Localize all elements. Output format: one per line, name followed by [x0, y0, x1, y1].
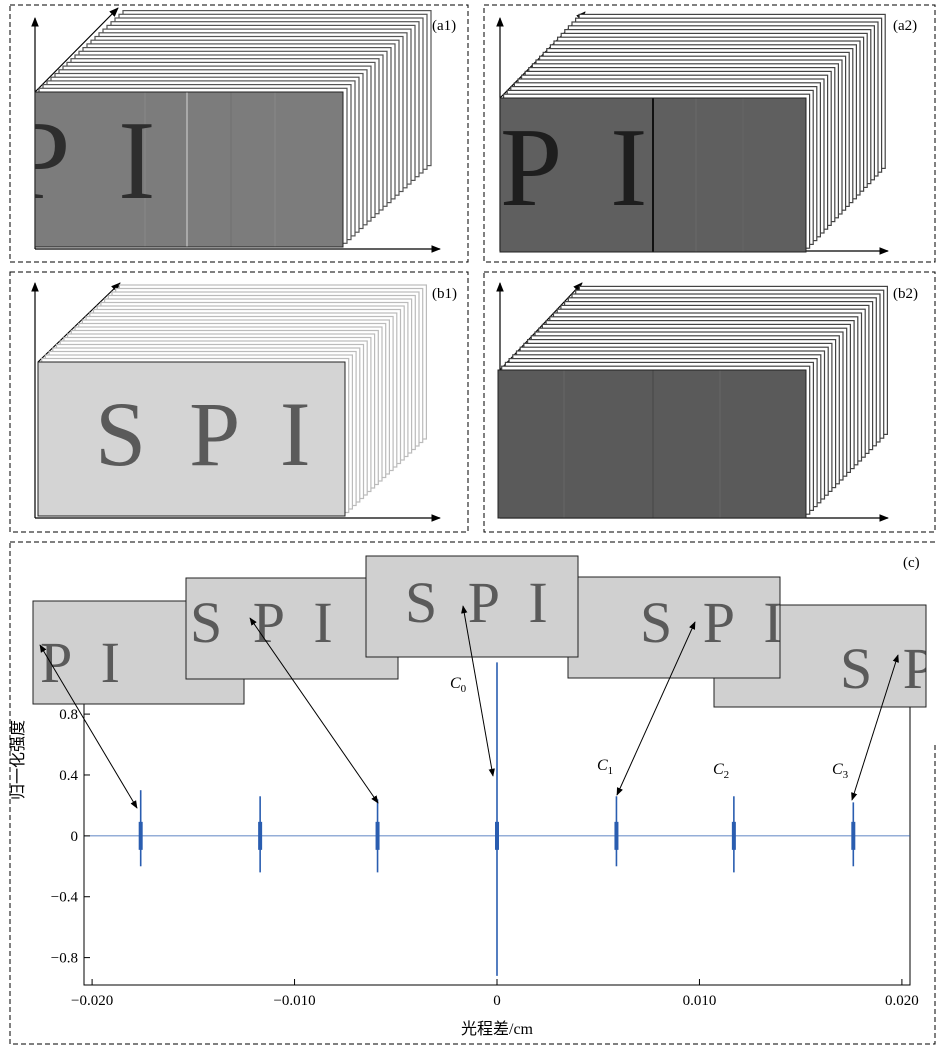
spike-body: [851, 822, 855, 850]
panel-label: (b2): [893, 286, 918, 302]
image: P I: [500, 98, 806, 252]
x-tick-label: 0.010: [683, 993, 717, 1009]
mask: [927, 543, 936, 743]
panel-label: (a2): [893, 18, 917, 34]
image-text: S P: [840, 636, 936, 701]
spike-body: [258, 822, 262, 850]
y-tick-label: 0.4: [59, 768, 78, 784]
image: [498, 370, 806, 518]
y-tick-label: −0.8: [51, 951, 78, 967]
spike-body: [139, 822, 143, 850]
content: P I (a1) P I (a2) S P I (b1) (b2) −0.8 −0.4 0 0.4 0…: [8, 8, 936, 1038]
image-text: S P I: [405, 570, 556, 635]
annotation-subscript: 0: [461, 683, 467, 695]
spike-body: [495, 822, 499, 850]
image-text: P I: [40, 630, 128, 695]
spike-body: [732, 822, 736, 850]
image-text: S P I: [95, 383, 321, 485]
x-tick-label: −0.010: [273, 993, 315, 1009]
image: S P I: [568, 577, 791, 678]
spike-body: [376, 822, 380, 850]
annotation-text: C: [597, 757, 608, 774]
image: S P I: [366, 556, 578, 657]
y-tick-label: 0.8: [59, 707, 78, 723]
image-text: P I: [8, 99, 167, 223]
panel-label: (b1): [432, 286, 457, 302]
annotation-text: C: [832, 761, 843, 778]
panel-label: (c): [903, 555, 920, 571]
y-tick-label: 0: [71, 829, 79, 845]
x-tick-label: −0.020: [71, 993, 113, 1009]
y-axis-label: 归一化强度: [9, 720, 27, 800]
annotation: C1: [597, 757, 613, 777]
annotation-subscript: 1: [608, 765, 614, 777]
image: P I: [8, 92, 343, 247]
spike-body: [614, 822, 618, 850]
annotation: C3: [832, 761, 849, 781]
figure: P I (a1) P I (a2) S P I (b1) (b2) −0.8 −0.4 0 0.4 0…: [0, 0, 936, 1045]
x-axis-label: 光程差/cm: [461, 1020, 534, 1038]
panel-label: (a1): [432, 18, 456, 34]
annotation-text: C: [450, 675, 461, 692]
annotation-text: C: [713, 761, 724, 778]
annotation-subscript: 2: [724, 769, 730, 781]
image-text: S P I: [640, 590, 791, 655]
image: S P I: [38, 362, 345, 516]
x-tick-label: 0.020: [885, 993, 919, 1009]
annotation: C2: [713, 761, 729, 781]
x-tick-label: 0: [493, 993, 501, 1009]
image-text: S P I: [190, 590, 341, 655]
annotation: C0: [450, 675, 467, 695]
annotation-subscript: 3: [843, 769, 849, 781]
y-tick-label: −0.4: [51, 890, 79, 906]
image-text: P I: [500, 106, 659, 230]
